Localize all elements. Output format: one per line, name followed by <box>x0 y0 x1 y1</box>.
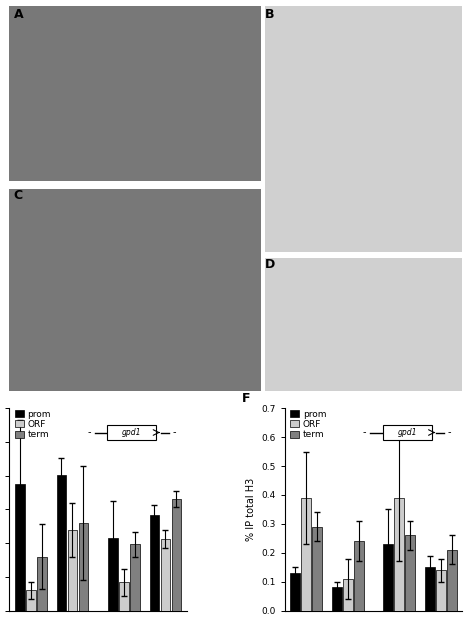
Bar <box>149 515 159 611</box>
Bar <box>265 6 462 252</box>
Bar <box>301 498 311 611</box>
Text: B: B <box>265 8 275 21</box>
Bar <box>9 189 261 391</box>
Bar <box>78 523 88 611</box>
Legend: prom, ORF, term: prom, ORF, term <box>289 409 327 440</box>
Legend: prom, ORF, term: prom, ORF, term <box>14 409 52 440</box>
Bar <box>436 570 446 611</box>
Bar <box>9 6 261 181</box>
Bar <box>37 556 47 611</box>
Text: -: - <box>363 427 366 437</box>
Bar <box>447 550 457 611</box>
Bar <box>265 258 462 391</box>
Bar <box>395 498 404 611</box>
Text: D: D <box>265 258 276 271</box>
FancyBboxPatch shape <box>107 426 156 440</box>
Text: A: A <box>14 8 23 21</box>
Text: +: + <box>437 622 445 623</box>
Bar <box>26 591 36 611</box>
Bar <box>383 544 393 611</box>
Y-axis label: % IP total H3: % IP total H3 <box>246 478 256 541</box>
Bar <box>343 579 353 611</box>
Bar <box>68 530 77 611</box>
Text: -: - <box>87 427 91 437</box>
Text: -: - <box>29 622 33 623</box>
Text: F: F <box>242 392 251 405</box>
Bar <box>108 538 118 611</box>
Text: C: C <box>14 189 23 202</box>
Text: -: - <box>122 622 126 623</box>
Bar <box>405 535 415 611</box>
Text: -: - <box>304 622 308 623</box>
Bar <box>312 526 322 611</box>
Bar <box>354 541 363 611</box>
Text: -: - <box>398 622 401 623</box>
Text: +: + <box>344 622 352 623</box>
FancyBboxPatch shape <box>382 426 432 440</box>
Bar <box>425 567 435 611</box>
Bar <box>161 539 170 611</box>
Bar <box>171 499 181 611</box>
Bar <box>119 583 129 611</box>
Text: -: - <box>448 427 452 437</box>
Bar <box>15 483 25 611</box>
Text: gpd1: gpd1 <box>122 428 142 437</box>
Text: gpd1: gpd1 <box>397 428 417 437</box>
Bar <box>57 475 66 611</box>
Text: +: + <box>69 622 76 623</box>
Bar <box>290 573 300 611</box>
Bar <box>130 545 140 611</box>
Bar <box>332 587 341 611</box>
Text: +: + <box>162 622 169 623</box>
Text: -: - <box>172 427 176 437</box>
